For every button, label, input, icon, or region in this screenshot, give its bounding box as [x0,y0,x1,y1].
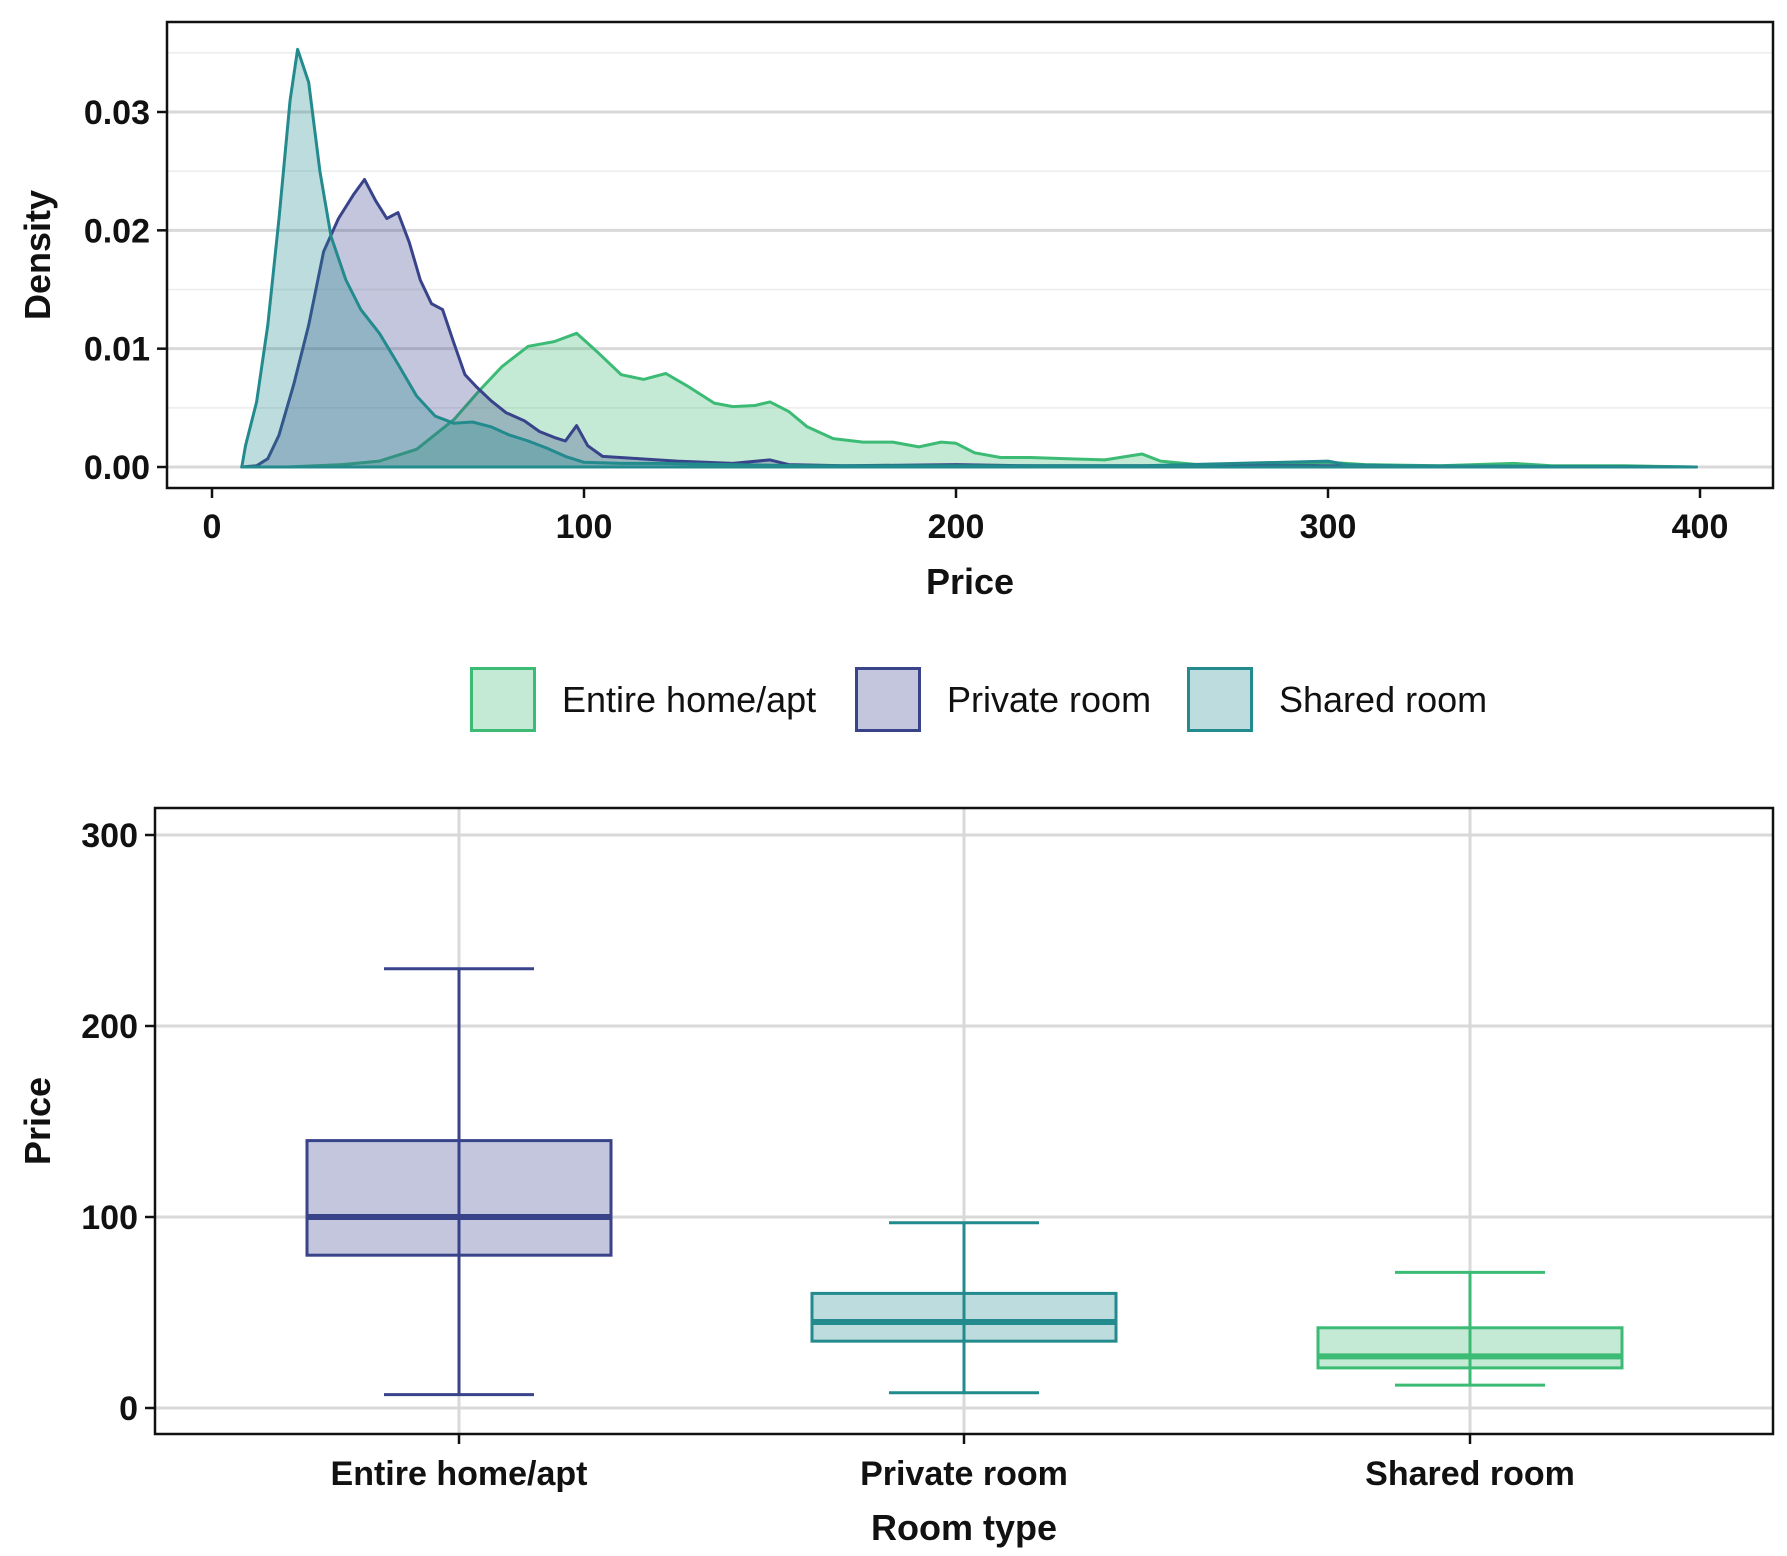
box-private-room [810,1291,1118,1343]
density-x-tick-label: 0 [203,508,222,546]
density-x-tick-label: 100 [556,508,613,546]
legend-swatch [1187,667,1253,732]
density-y-tick-label: 0.00 [84,449,150,487]
density-y-tick-label: 0.01 [84,331,150,369]
density-x-axis-title: Price [926,561,1014,602]
density-y-tick-label: 0.03 [84,94,150,132]
legend-key-background [1187,667,1253,732]
legend-swatch [855,667,921,732]
density-y-axis-title: Density [17,190,58,320]
box-x-axis-title: Room type [871,1507,1057,1548]
density-area-shared-room [240,47,1698,469]
box-y-tick-label: 0 [119,1390,138,1428]
box-y-tick-label: 100 [81,1199,138,1237]
density-y-tick-label: 0.02 [84,212,150,250]
density-x-tick-label: 400 [1672,508,1729,546]
box-y-axis-title: Price [17,1077,58,1165]
density-x-tick-label: 300 [1300,508,1357,546]
legend: Entire home/apt Private room Shared room [470,667,1487,732]
legend-label: Shared room [1279,679,1487,720]
legend-key-background [470,667,536,732]
box-y-tick-label: 300 [81,817,138,855]
box-x-tick-label: Private room [860,1455,1068,1493]
boxplot-panel: 0 100 200 300 Entire home/apt Private room Sha… [17,806,1775,1548]
density-panel-border [165,20,1775,490]
legend-label: Private room [947,679,1151,720]
legend-key-background [855,667,921,732]
box-x-tick-label: Entire home/apt [331,1455,588,1493]
box-x-tick-label: Shared room [1365,1455,1575,1493]
box-entire-home-apt [305,1139,613,1257]
box-y-tick-label: 200 [81,1008,138,1046]
legend-label: Entire home/apt [562,679,816,720]
legend-swatch [470,667,536,732]
density-plot-panel: 0.00 0.01 0.02 0.03 0 100 200 300 400 Price Densit… [17,20,1775,602]
box-shared-room [1316,1326,1624,1370]
density-x-tick-label: 200 [928,508,985,546]
